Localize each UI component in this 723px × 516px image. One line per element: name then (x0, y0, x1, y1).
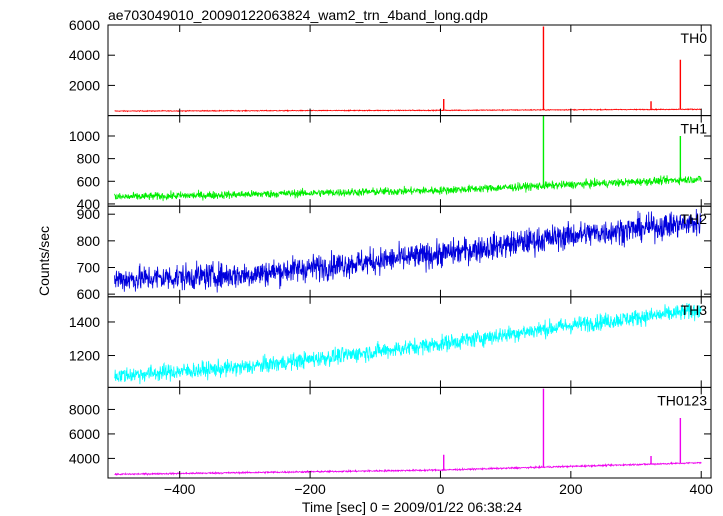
y-tick-label: 8000 (69, 401, 100, 417)
x-tick-label: 0 (437, 481, 445, 497)
y-tick-label: 900 (77, 206, 101, 222)
y-tick-label: 6000 (69, 426, 100, 442)
panel-frame (107, 24, 712, 117)
y-tick-label: 4000 (69, 47, 100, 63)
y-tick-label: 6000 (69, 17, 100, 33)
y-tick-label: 2000 (69, 77, 100, 93)
y-tick-label: 700 (77, 259, 101, 275)
panel-frame (107, 386, 712, 479)
series-line-th1 (114, 175, 702, 202)
chart-title: ae703049010_20090122063824_wam2_trn_4ban… (108, 7, 488, 23)
y-tick-label: 4000 (69, 450, 100, 466)
y-tick-label: 1200 (69, 348, 100, 364)
series-line-th0 (114, 108, 702, 113)
panel-th3: 1200 1400 TH3 (69, 296, 712, 388)
x-tick-label: 200 (559, 481, 583, 497)
panel-th0: 2000 4000 6000 TH0 (69, 17, 712, 117)
series-line-th2 (114, 208, 702, 293)
panel-label: TH1 (681, 121, 708, 137)
y-tick-label: 1000 (69, 128, 100, 144)
y-tick-label: 400 (77, 196, 101, 212)
x-tick-label: −200 (294, 481, 326, 497)
series-line-th3 (114, 302, 702, 385)
x-tick-label: −400 (164, 481, 196, 497)
panel-label: TH2 (681, 211, 708, 227)
panel-th1: 400 600 800 1000 TH1 (69, 115, 712, 212)
panel-label: TH0123 (657, 392, 707, 408)
panel-label: TH3 (681, 302, 708, 318)
x-axis-title: Time [sec] 0 = 2009/01/22 06:38:24 (302, 499, 522, 515)
panel-th0123: 4000 6000 8000 TH0123 (69, 386, 712, 479)
y-tick-label: 800 (77, 233, 101, 249)
y-axis-title: Counts/sec (36, 226, 52, 296)
panel-label: TH0 (681, 30, 708, 46)
panel-th2: 600 700 800 900 TH2 (77, 205, 712, 302)
y-tick-label: 800 (77, 151, 101, 167)
x-tick-label: 400 (690, 481, 714, 497)
series-line-th0123 (114, 461, 702, 477)
y-tick-label: 1400 (69, 314, 100, 330)
y-tick-label: 600 (77, 173, 101, 189)
y-tick-label: 600 (77, 286, 101, 302)
